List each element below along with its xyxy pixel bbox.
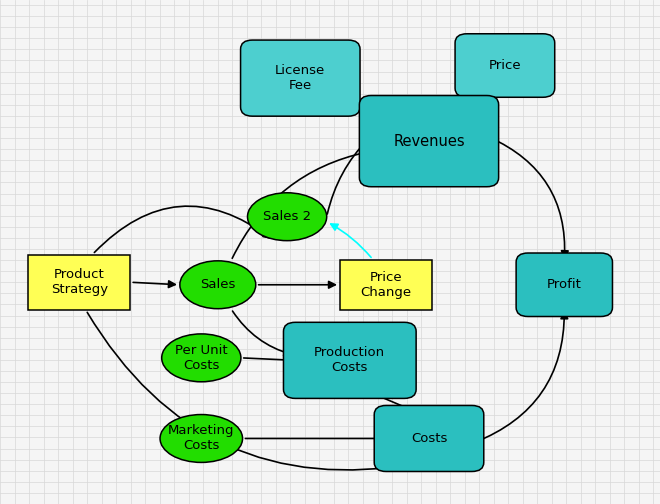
Ellipse shape (160, 414, 243, 463)
Text: Product
Strategy: Product Strategy (51, 268, 108, 296)
Ellipse shape (180, 261, 256, 308)
FancyBboxPatch shape (455, 34, 554, 97)
Text: Sales: Sales (200, 278, 236, 291)
FancyBboxPatch shape (28, 255, 130, 310)
FancyBboxPatch shape (374, 405, 484, 472)
Ellipse shape (248, 193, 327, 241)
Text: Profit: Profit (547, 278, 581, 291)
Text: Costs: Costs (411, 432, 447, 445)
Text: Price
Change: Price Change (360, 271, 412, 299)
Text: Per Unit
Costs: Per Unit Costs (175, 344, 228, 372)
FancyBboxPatch shape (240, 40, 360, 116)
Text: Marketing
Costs: Marketing Costs (168, 424, 234, 453)
Text: Price: Price (488, 59, 521, 72)
Ellipse shape (162, 334, 241, 382)
FancyBboxPatch shape (516, 253, 612, 317)
Text: License
Fee: License Fee (275, 64, 325, 92)
Text: Sales 2: Sales 2 (263, 210, 311, 223)
FancyBboxPatch shape (283, 323, 416, 398)
Text: Production
Costs: Production Costs (314, 346, 385, 374)
FancyBboxPatch shape (340, 260, 432, 310)
Text: Revenues: Revenues (393, 134, 465, 149)
FancyBboxPatch shape (359, 96, 499, 187)
